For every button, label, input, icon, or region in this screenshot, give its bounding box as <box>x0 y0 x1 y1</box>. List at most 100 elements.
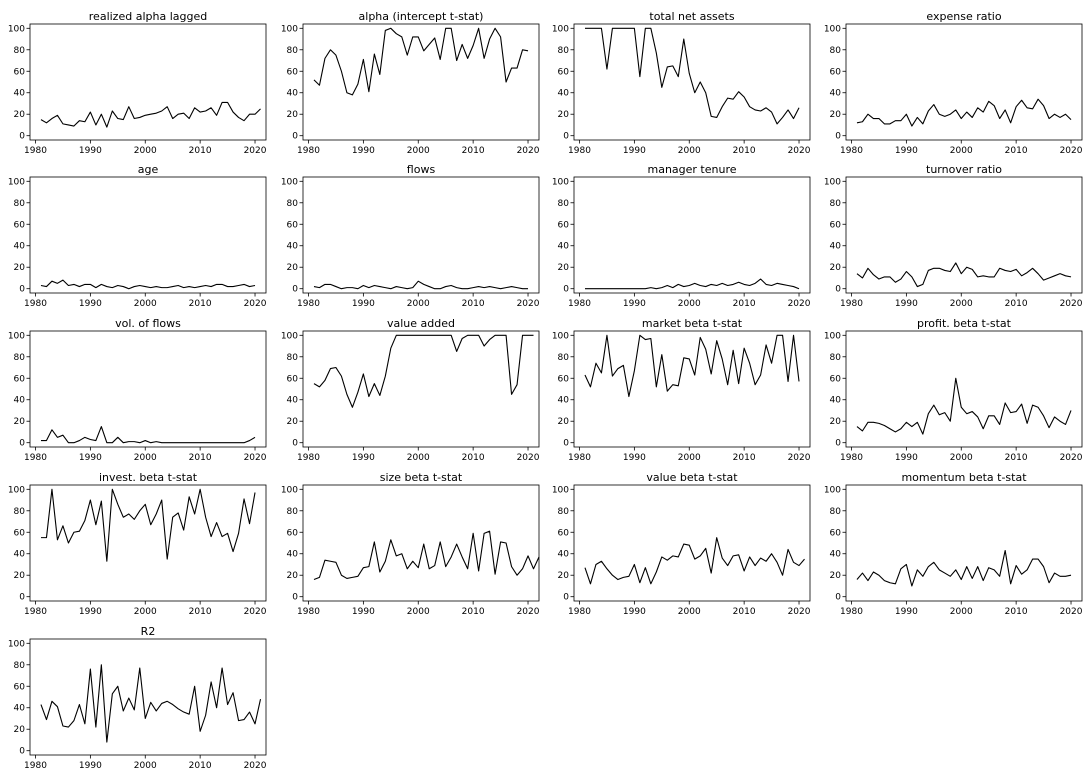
x-tick-label: 2010 <box>733 146 756 156</box>
x-tick-label: 2010 <box>189 299 212 309</box>
subplot-title: alpha (intercept t-stat) <box>359 10 484 23</box>
x-tick-label: 1980 <box>840 607 863 617</box>
x-tick-label: 1990 <box>895 607 918 617</box>
subplot-title: value added <box>387 317 455 330</box>
y-tick-label: 60 <box>287 528 299 538</box>
y-tick-label: 80 <box>14 661 26 671</box>
x-tick-label: 1980 <box>840 453 863 463</box>
subplot-title: momentum beta t-stat <box>901 471 1027 484</box>
subplot-6: manager tenure 0 20 40 60 80 100 1980 1990 2000 20… <box>552 163 811 309</box>
y-tick-label: 0 <box>563 132 569 142</box>
y-tick-label: 0 <box>292 285 298 295</box>
x-tick-label: 1990 <box>623 607 646 617</box>
x-tick-label: 1990 <box>895 299 918 309</box>
series-line <box>40 488 256 562</box>
y-tick-label: 100 <box>8 24 25 34</box>
x-tick-label: 1980 <box>568 607 591 617</box>
y-tick-label: 100 <box>281 24 298 34</box>
series-line <box>40 279 256 290</box>
y-tick-label: 40 <box>558 89 570 99</box>
y-tick-label: 80 <box>558 46 570 56</box>
subplot-4: age 0 20 40 60 80 100 1980 1990 2000 2010 2020 <box>8 163 267 309</box>
subplot-9: value added 0 20 40 60 80 100 1980 1990 2000 2010 2… <box>281 317 540 463</box>
y-tick-label: 40 <box>287 89 299 99</box>
y-tick-label: 0 <box>563 439 569 449</box>
subplot-5: flows 0 20 40 60 80 100 1980 1990 2000 2010 2020 <box>281 163 540 309</box>
series-line <box>313 334 534 408</box>
y-tick-label: 100 <box>8 639 25 649</box>
x-tick-label: 1980 <box>840 299 863 309</box>
y-tick-label: 40 <box>830 89 842 99</box>
axes-frame <box>302 23 540 141</box>
y-tick-label: 60 <box>14 374 26 384</box>
axes-frame <box>573 23 811 141</box>
x-tick-label: 1990 <box>352 299 375 309</box>
y-tick-label: 40 <box>830 550 842 560</box>
y-tick-label: 40 <box>14 396 26 406</box>
y-tick-label: 60 <box>558 220 570 230</box>
x-tick-label: 2010 <box>189 146 212 156</box>
x-tick-label: 2010 <box>462 146 485 156</box>
series-line <box>313 530 540 581</box>
y-tick-label: 40 <box>14 242 26 252</box>
y-tick-label: 20 <box>14 417 26 427</box>
subplot-2: total net assets 0 20 40 60 80 100 1980 1990 2000… <box>552 10 811 156</box>
y-tick-label: 80 <box>558 507 570 517</box>
y-tick-label: 0 <box>292 439 298 449</box>
y-tick-label: 20 <box>287 110 299 120</box>
x-tick-label: 2010 <box>1005 453 1028 463</box>
subplot-12: invest. beta t-stat 0 20 40 60 80 100 1980 1990 2… <box>8 471 267 617</box>
x-tick-label: 2010 <box>462 607 485 617</box>
y-tick-label: 40 <box>287 242 299 252</box>
y-tick-label: 80 <box>830 199 842 209</box>
series-line <box>856 98 1072 127</box>
axes-frame <box>302 330 540 448</box>
axes-frame <box>29 638 267 756</box>
x-tick-label: 2010 <box>1005 607 1028 617</box>
axes-frame <box>573 176 811 294</box>
subplot-title: market beta t-stat <box>642 317 743 330</box>
subplot-title: vol. of flows <box>115 317 181 330</box>
subplot-8: vol. of flows 0 20 40 60 80 100 1980 1990 2000 201… <box>8 317 267 463</box>
x-tick-label: 2020 <box>1060 146 1083 156</box>
x-tick-label: 2020 <box>244 607 267 617</box>
axes-frame <box>845 330 1083 448</box>
x-tick-label: 2020 <box>517 607 540 617</box>
x-tick-label: 2020 <box>788 607 811 617</box>
y-tick-label: 0 <box>19 439 25 449</box>
y-tick-label: 20 <box>14 725 26 735</box>
x-tick-label: 1990 <box>895 453 918 463</box>
y-tick-label: 80 <box>830 507 842 517</box>
y-tick-label: 60 <box>830 67 842 77</box>
y-tick-label: 80 <box>287 199 299 209</box>
y-tick-label: 60 <box>287 220 299 230</box>
x-tick-label: 2000 <box>407 299 430 309</box>
x-tick-label: 2000 <box>950 607 973 617</box>
y-tick-label: 60 <box>14 220 26 230</box>
x-tick-label: 2000 <box>950 299 973 309</box>
y-tick-label: 0 <box>19 593 25 603</box>
x-tick-label: 1980 <box>568 299 591 309</box>
x-tick-label: 1980 <box>24 146 47 156</box>
y-tick-label: 80 <box>830 46 842 56</box>
y-tick-label: 20 <box>14 263 26 273</box>
y-tick-label: 60 <box>558 374 570 384</box>
y-tick-label: 0 <box>563 285 569 295</box>
y-tick-label: 80 <box>14 46 26 56</box>
y-tick-label: 40 <box>287 550 299 560</box>
x-tick-label: 1990 <box>352 607 375 617</box>
x-tick-label: 1990 <box>623 146 646 156</box>
y-tick-label: 100 <box>281 331 298 341</box>
series-line <box>313 280 529 290</box>
y-tick-label: 60 <box>830 374 842 384</box>
y-tick-label: 20 <box>830 263 842 273</box>
x-tick-label: 1980 <box>24 607 47 617</box>
axes-frame <box>573 330 811 448</box>
y-tick-label: 100 <box>824 485 841 495</box>
x-tick-label: 1990 <box>79 453 102 463</box>
x-tick-label: 2020 <box>1060 453 1083 463</box>
x-tick-label: 1980 <box>24 761 47 768</box>
axes-frame <box>845 23 1083 141</box>
subplot-10: market beta t-stat 0 20 40 60 80 100 1980 1990 20… <box>552 317 811 463</box>
